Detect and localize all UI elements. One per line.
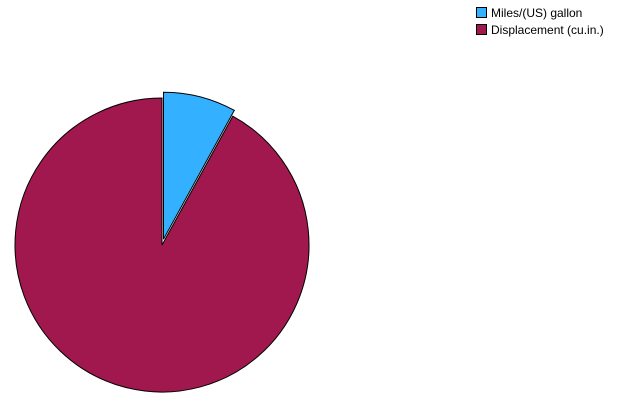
legend-label-miles-per-gallon: Miles/(US) gallon (491, 5, 583, 20)
pie-slice-displacement-cu-in (14, 97, 310, 393)
pie-slice-miles-us-gallon (162, 91, 235, 240)
legend-item-displacement: Displacement (cu.in.) (476, 21, 604, 38)
legend-label-displacement: Displacement (cu.in.) (491, 22, 604, 37)
legend-swatch-miles-per-gallon (476, 7, 487, 18)
legend-item-miles-per-gallon: Miles/(US) gallon (476, 4, 604, 21)
legend-swatch-displacement (476, 24, 487, 35)
legend: Miles/(US) gallon Displacement (cu.in.) (476, 4, 604, 38)
